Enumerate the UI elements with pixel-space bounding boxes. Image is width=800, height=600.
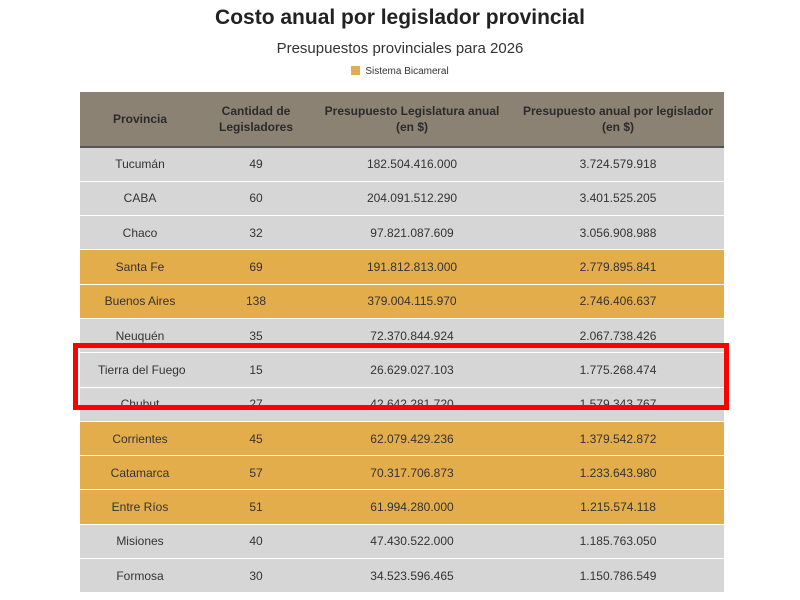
- cell-presupuesto: 204.091.512.290: [312, 181, 512, 217]
- cell-presupuesto: 379.004.115.970: [312, 284, 512, 319]
- cell-legisladores: 40: [200, 524, 312, 560]
- cell-provincia: Neuquén: [80, 318, 200, 354]
- cell-legisladores: 57: [200, 455, 312, 491]
- cell-legisladores: 60: [200, 181, 312, 217]
- table-row: Tucumán 49 182.504.416.000 3.724.579.918: [80, 147, 724, 182]
- cell-por-legislador: 1.579.343.767: [512, 387, 724, 422]
- table-row: Corrientes 45 62.079.429.236 1.379.542.872: [80, 421, 724, 457]
- chart-subtitle: Presupuestos provinciales para 2026: [276, 40, 524, 57]
- cell-por-legislador: 2.779.895.841: [512, 249, 724, 285]
- cell-presupuesto: 191.812.813.000: [312, 249, 512, 285]
- table-body: Tucumán 49 182.504.416.000 3.724.579.918 CAB…: [80, 147, 724, 594]
- cell-presupuesto: 72.370.844.924: [312, 318, 512, 354]
- table-row: Chubut 27 42.642.281.720 1.579.343.767: [80, 387, 724, 422]
- cell-provincia: Chubut: [80, 387, 200, 422]
- cell-provincia: Tucumán: [80, 147, 200, 182]
- budget-table: Provincia Cantidad de Legisladores Presu…: [80, 92, 724, 594]
- cell-presupuesto: 26.629.027.103: [312, 352, 512, 388]
- cell-presupuesto: 182.504.416.000: [312, 147, 512, 182]
- cell-provincia: Misiones: [80, 524, 200, 560]
- cell-provincia: Catamarca: [80, 455, 200, 491]
- cell-presupuesto: 62.079.429.236: [312, 421, 512, 457]
- cell-por-legislador: 1.185.763.050: [512, 524, 724, 560]
- legend-label-bicameral: Sistema Bicameral: [365, 66, 449, 77]
- header-presupuesto: Presupuesto Legislatura anual (en $): [312, 92, 512, 148]
- cell-provincia: CABA: [80, 181, 200, 217]
- cell-presupuesto: 61.994.280.000: [312, 489, 512, 525]
- cell-por-legislador: 3.724.579.918: [512, 147, 724, 182]
- table-row: Entre Ríos 51 61.994.280.000 1.215.574.118: [80, 489, 724, 525]
- table-row: Formosa 30 34.523.596.465 1.150.786.549: [80, 558, 724, 594]
- header-por-legislador: Presupuesto anual por legislador (en $): [512, 92, 724, 148]
- cell-por-legislador: 2.746.406.637: [512, 284, 724, 319]
- cell-presupuesto: 97.821.087.609: [312, 215, 512, 251]
- cell-legisladores: 32: [200, 215, 312, 251]
- cell-presupuesto: 34.523.596.465: [312, 558, 512, 594]
- cell-por-legislador: 3.056.908.988: [512, 215, 724, 251]
- cell-legisladores: 51: [200, 489, 312, 525]
- cell-legisladores: 69: [200, 249, 312, 285]
- table-row: Neuquén 35 72.370.844.924 2.067.738.426: [80, 318, 724, 354]
- table-row: Misiones 40 47.430.522.000 1.185.763.050: [80, 524, 724, 560]
- cell-legisladores: 49: [200, 147, 312, 182]
- chart-title: Costo anual por legislador provincial: [215, 6, 585, 29]
- cell-por-legislador: 1.379.542.872: [512, 421, 724, 457]
- legend: Sistema Bicameral: [0, 66, 800, 77]
- cell-legisladores: 27: [200, 387, 312, 422]
- cell-provincia: Santa Fe: [80, 249, 200, 285]
- table-row: Santa Fe 69 191.812.813.000 2.779.895.841: [80, 249, 724, 285]
- cell-legisladores: 30: [200, 558, 312, 594]
- table-row: Chaco 32 97.821.087.609 3.056.908.988: [80, 215, 724, 251]
- cell-provincia: Corrientes: [80, 421, 200, 457]
- header-legisladores: Cantidad de Legisladores: [200, 92, 312, 148]
- cell-legisladores: 35: [200, 318, 312, 354]
- cell-legisladores: 45: [200, 421, 312, 457]
- table-row: Catamarca 57 70.317.706.873 1.233.643.980: [80, 455, 724, 491]
- table-row: CABA 60 204.091.512.290 3.401.525.205: [80, 181, 724, 217]
- cell-por-legislador: 1.233.643.980: [512, 455, 724, 491]
- table-row: Buenos Aires 138 379.004.115.970 2.746.406.…: [80, 284, 724, 319]
- legend-swatch-bicameral: [351, 66, 361, 75]
- cell-provincia: Chaco: [80, 215, 200, 251]
- cell-por-legislador: 2.067.738.426: [512, 318, 724, 354]
- cell-provincia: Tierra del Fuego: [80, 352, 200, 388]
- cell-provincia: Formosa: [80, 558, 200, 594]
- cell-por-legislador: 1.215.574.118: [512, 489, 724, 525]
- cell-por-legislador: 1.150.786.549: [512, 558, 724, 594]
- cell-legisladores: 138: [200, 284, 312, 319]
- table-header-row: Provincia Cantidad de Legisladores Presu…: [80, 92, 724, 148]
- cell-presupuesto: 47.430.522.000: [312, 524, 512, 560]
- cell-provincia: Entre Ríos: [80, 489, 200, 525]
- header-provincia: Provincia: [80, 92, 200, 148]
- cell-legisladores: 15: [200, 352, 312, 388]
- cell-provincia: Buenos Aires: [80, 284, 200, 319]
- cell-por-legislador: 1.775.268.474: [512, 352, 724, 388]
- cell-presupuesto: 42.642.281.720: [312, 387, 512, 422]
- cell-por-legislador: 3.401.525.205: [512, 181, 724, 217]
- cell-presupuesto: 70.317.706.873: [312, 455, 512, 491]
- table-row: Tierra del Fuego 15 26.629.027.103 1.775.26…: [80, 352, 724, 388]
